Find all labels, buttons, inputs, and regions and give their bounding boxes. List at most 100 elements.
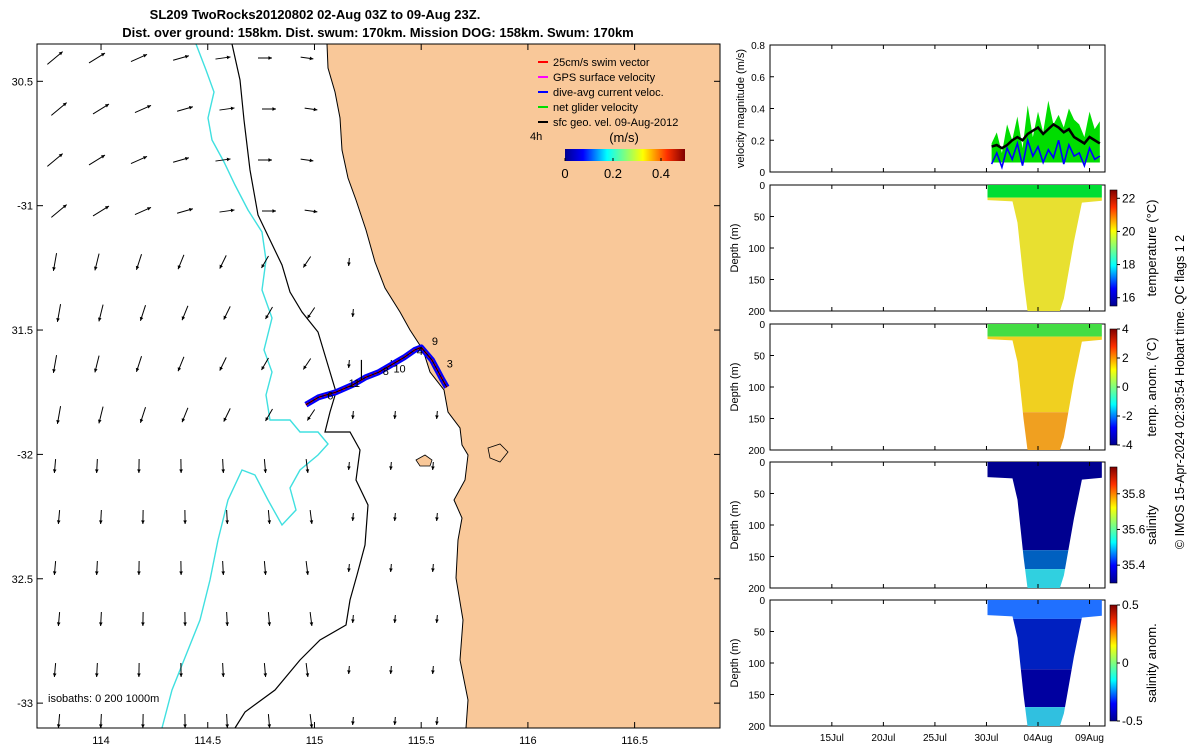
velocity-arrow-head xyxy=(261,264,265,269)
velocity-arrow-head xyxy=(431,466,435,470)
y-tick-label: 150 xyxy=(748,691,765,702)
velocity-arrow-head xyxy=(62,102,67,107)
velocity-arrow-head xyxy=(183,520,187,524)
velocity-arrow-head xyxy=(223,315,227,320)
y-tick-label: 0.4 xyxy=(751,105,765,116)
velocity-arrow-head xyxy=(309,56,314,61)
velocity-arrow-head xyxy=(141,520,145,524)
panel-temperature: 0 50 100 150 200 Depth (m) 16 18 20 22 temperature… xyxy=(729,181,1159,318)
net-glider-track xyxy=(305,346,448,406)
velocity-arrow-head xyxy=(347,466,351,470)
velocity-arrow-head xyxy=(188,105,193,110)
velocity-arrow-head xyxy=(393,517,397,521)
y-tick-label: 50 xyxy=(754,628,766,639)
velocity-arrow-head xyxy=(56,318,60,322)
velocity-arrow-head xyxy=(351,721,355,725)
colorbar-tick-label: 0.5 xyxy=(1122,598,1139,612)
map-legend: 25cm/s swim vector GPS surface velocity di… xyxy=(538,57,678,129)
velocity-arrow-head xyxy=(52,369,56,373)
velocity-arrow-head xyxy=(94,368,98,373)
velocity-arrow-head xyxy=(393,721,397,725)
panel-colorbar xyxy=(1109,189,1118,307)
velocity-arrow-head xyxy=(393,619,397,623)
track-day-label: 11 xyxy=(349,378,360,390)
velocity-arrow-head xyxy=(303,263,307,268)
velocity-arrow-head xyxy=(56,520,61,524)
y-axis-label: Depth (m) xyxy=(729,501,741,550)
colorbar-tick-label: 16 xyxy=(1122,291,1136,305)
velocity-arrow-head xyxy=(268,56,272,60)
velocity-arrow-head xyxy=(225,622,229,626)
y-tick-label: 200 xyxy=(748,722,765,733)
velocity-arrow-head xyxy=(58,153,63,158)
y-tick-label: 150 xyxy=(748,553,765,564)
y-tick-label: 100 xyxy=(748,659,765,670)
velocity-arrow-head xyxy=(263,571,268,575)
land-area xyxy=(327,44,720,728)
y-tick-label: 200 xyxy=(748,584,765,595)
velocity-arrow-head xyxy=(305,571,310,575)
velocity-arrow-head xyxy=(225,520,229,524)
velocity-arrow-head xyxy=(221,673,225,677)
velocity-arrow-head xyxy=(184,156,189,161)
y-axis-label: Depth (m) xyxy=(729,363,741,412)
y-axis-label: Depth (m) xyxy=(729,224,741,273)
colorbar-tick-label: 0 xyxy=(561,166,568,181)
velocity-arrow-head xyxy=(309,158,314,163)
velocity-arrow-head xyxy=(58,51,63,56)
track-day-labels: 94 3 10 8 11 6 xyxy=(327,336,453,403)
velocity-magnitude-panel: 0 0.2 0.4 0.6 0.8 velocity magnitude (m/s) xyxy=(735,41,1106,179)
velocity-arrow-head xyxy=(267,520,272,524)
velocity-arrow-head xyxy=(226,157,231,162)
time-tick-label: 20Jul xyxy=(871,733,895,744)
velocity-arrow-head xyxy=(351,415,355,419)
velocity-arrow-head xyxy=(99,622,103,626)
velocity-arrow-head xyxy=(309,622,314,626)
y-tick-label: 100 xyxy=(748,383,765,394)
colorbar-label: (m/s) xyxy=(609,130,639,145)
velocity-arrow-head xyxy=(95,469,99,473)
panel-colorbar xyxy=(1109,604,1118,722)
series-line xyxy=(991,122,1101,150)
lat-tick-label: -32 xyxy=(17,449,33,461)
y-tick-label: 0 xyxy=(759,320,765,331)
velocity-arrow-head xyxy=(52,571,57,575)
colorbar-tick-label: 0.4 xyxy=(652,166,670,181)
velocity-arrow-head xyxy=(435,619,439,623)
velocity-arrow-head xyxy=(139,316,144,321)
velocity-arrow-head xyxy=(221,571,225,575)
colorbar-tick-label: 22 xyxy=(1122,191,1136,205)
y-tick-label: 0 xyxy=(759,458,765,469)
velocity-arrow-head xyxy=(181,316,186,321)
velocity-arrow-head xyxy=(179,571,183,575)
y-tick-label: 0 xyxy=(759,181,765,192)
velocity-arrow-head xyxy=(230,208,235,213)
velocity-arrow-head xyxy=(98,317,102,322)
y-tick-label: 0.6 xyxy=(751,73,765,84)
velocity-arrow-head xyxy=(56,724,61,728)
velocity-arrow-head xyxy=(219,366,223,371)
velocity-arrow-head xyxy=(307,416,311,421)
velocity-arrow-head xyxy=(135,265,140,270)
velocity-arrow-head xyxy=(143,54,148,58)
velocity-arrow-head xyxy=(95,673,99,677)
velocity-arrow-head xyxy=(141,724,145,728)
colorbar-tick-label: -0.5 xyxy=(1122,714,1143,728)
panel-colorbar xyxy=(1109,328,1118,446)
lon-tick-label: 116 xyxy=(519,735,537,747)
velocity-arrow-head xyxy=(56,420,60,424)
time-tick-label: 04Aug xyxy=(1024,733,1053,744)
velocity-arrow-head xyxy=(137,469,141,473)
lat-tick-label: -31 xyxy=(17,201,33,213)
velocity-arrow-head xyxy=(52,267,56,271)
side-caption: © IMOS 15-Apr-2024 02:39:54 Hobart time.… xyxy=(1173,235,1187,549)
time-tick-label: 25Jul xyxy=(923,733,947,744)
velocity-arrow-head xyxy=(272,107,276,111)
estuary-island xyxy=(487,443,509,463)
y-tick-label: 100 xyxy=(748,244,765,255)
panel-salinity-anomaly: 0 50 100 150 200 15Jul 20Jul 25Jul 30Jul 04Aug 09A… xyxy=(729,596,1159,744)
velocity-arrow-head xyxy=(313,107,318,112)
legend-label: 25cm/s swim vector xyxy=(553,57,650,69)
